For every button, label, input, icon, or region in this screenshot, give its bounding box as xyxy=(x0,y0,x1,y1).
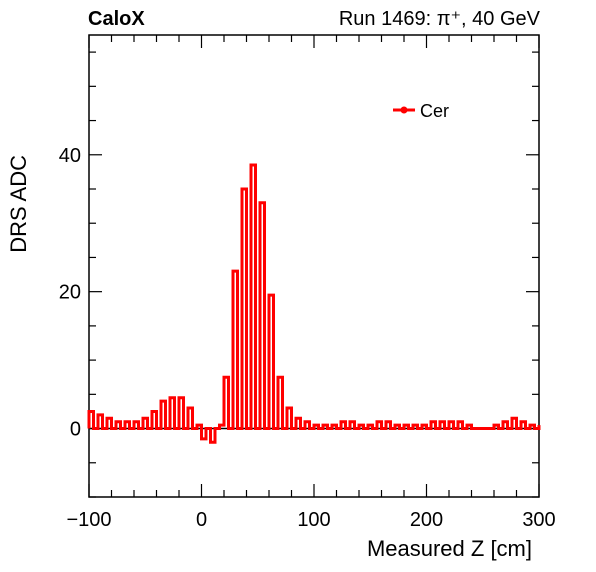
y-axis-ticks xyxy=(89,51,539,498)
legend-dot-marker xyxy=(400,106,408,114)
header-right-title: Run 1469: π⁺, 40 GeV xyxy=(339,8,541,30)
x-tick-label: −100 xyxy=(66,509,111,531)
series-layer xyxy=(87,163,541,444)
y-axis-title: DRS ADC xyxy=(6,155,31,253)
series-cer-step-line xyxy=(87,163,541,444)
x-tick-label: 200 xyxy=(410,509,443,531)
x-axis-title: Measured Z [cm] xyxy=(367,536,532,561)
legend: Cer xyxy=(393,101,449,121)
x-tick-label: 0 xyxy=(196,509,207,531)
y-tick-label: 0 xyxy=(70,419,81,441)
x-tick-label: 300 xyxy=(522,509,555,531)
x-axis-tick-labels: −100 0 100 200 300 xyxy=(66,509,555,531)
header-left-title: CaloX xyxy=(88,8,145,30)
x-axis-ticks xyxy=(88,35,540,497)
legend-label-cer: Cer xyxy=(420,101,449,121)
x-tick-label: 100 xyxy=(297,509,330,531)
y-tick-label: 40 xyxy=(59,145,81,167)
y-tick-label: 20 xyxy=(59,282,81,304)
y-axis-tick-labels: 0 20 40 xyxy=(59,145,81,441)
